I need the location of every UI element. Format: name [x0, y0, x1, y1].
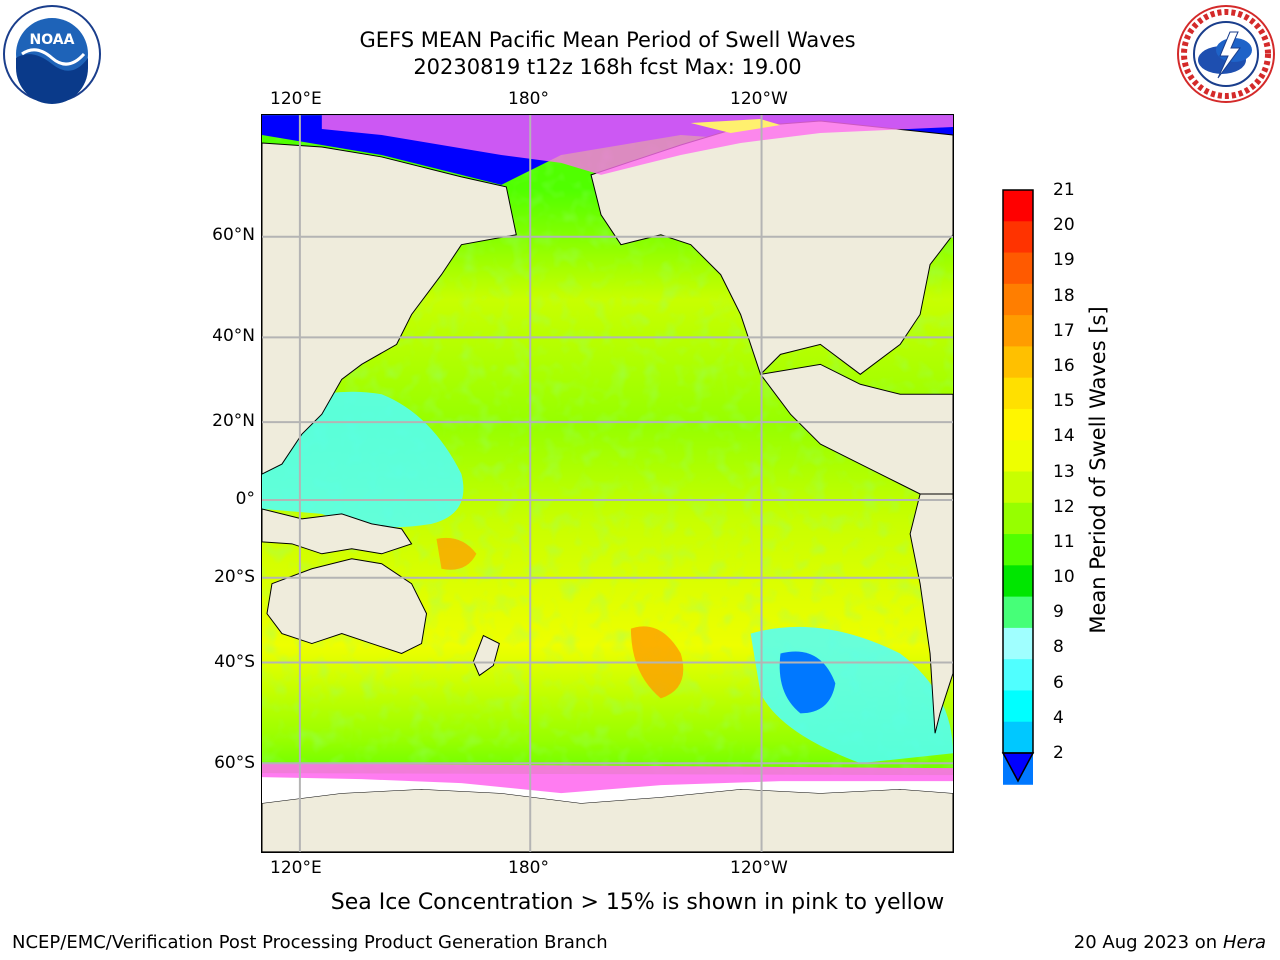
sea-ice-yellow — [690, 119, 781, 134]
colorbar-tick-label: 20 — [1053, 215, 1075, 236]
swell-period-map — [261, 114, 954, 853]
footer-date: 20 Aug 2023 on Hera — [1074, 932, 1266, 953]
lat-label-20s: 20°S — [214, 567, 255, 587]
lon-label-bottom-120e: 120°E — [270, 858, 322, 878]
sea-ice-south — [262, 763, 953, 794]
colorbar-tick-label: 8 — [1053, 637, 1064, 658]
lat-label-40s: 40°S — [214, 652, 255, 672]
colorbar-tick-label: 12 — [1053, 496, 1075, 517]
chart-title: GEFS MEAN Pacific Mean Period of Swell W… — [359, 28, 856, 52]
lat-label-0: 0° — [235, 489, 255, 509]
colorbar-blocks — [1001, 190, 1035, 785]
colorbar-block — [1003, 440, 1033, 472]
colorbar-tick-label: 2 — [1053, 743, 1064, 763]
nws-logo — [1177, 5, 1275, 103]
colorbar-tick-label: 6 — [1053, 672, 1064, 693]
land-asia — [262, 142, 517, 475]
colorbar-block — [1003, 346, 1033, 379]
footer-credit: NCEP/EMC/Verification Post Processing Pr… — [12, 932, 608, 953]
colorbar-tick-label: 18 — [1053, 285, 1075, 306]
colorbar-block — [1003, 315, 1033, 347]
footer-date-text: 20 Aug 2023 on — [1073, 932, 1218, 953]
lon-label-top-120w: 120°W — [730, 89, 788, 109]
land-australia — [266, 558, 428, 655]
lat-label-60n: 60°N — [212, 225, 255, 245]
colorbar-tick-label: 19 — [1053, 250, 1075, 271]
colorbar-tick-label: 15 — [1053, 391, 1075, 412]
noaa-logo-text: NOAA — [30, 32, 75, 48]
noaa-logo: NOAA — [3, 5, 101, 104]
colorbar-tick-label: 9 — [1053, 602, 1064, 623]
graticule — [262, 115, 953, 852]
lon-label-top-180: 180° — [508, 89, 549, 109]
colorbar-tick-label: 10 — [1053, 567, 1075, 588]
lon-label-bottom-120w: 120°W — [730, 858, 788, 878]
colorbar-block — [1003, 690, 1033, 723]
colorbar-block — [1003, 252, 1033, 285]
sea-ice-north — [321, 115, 953, 175]
colorbar-block — [1003, 502, 1033, 535]
colorbar-frame — [1002, 189, 1034, 754]
colorbar-block — [1003, 221, 1033, 254]
colorbar-block — [1003, 534, 1033, 566]
lat-label-40n: 40°N — [212, 326, 255, 346]
colorbar-block — [1003, 408, 1033, 441]
colorbar-block — [1003, 721, 1033, 754]
colorbar-block — [1003, 596, 1033, 629]
orange-patch-west — [436, 537, 477, 570]
colorbar-block — [1003, 283, 1033, 316]
colorbar-label: Mean Period of Swell Waves [s] — [1086, 306, 1110, 634]
colorbar-tick-label: 13 — [1053, 461, 1075, 482]
lon-label-top-120e: 120°E — [270, 89, 322, 109]
east-pacific-deep-low — [779, 651, 836, 714]
colorbar-block — [1003, 471, 1033, 504]
colorbar-block — [1003, 659, 1033, 691]
colorbar-block — [1003, 190, 1033, 222]
colorbar-block — [1003, 627, 1033, 660]
colorbar-tick-label: 17 — [1053, 320, 1075, 341]
colorbar-block — [1003, 377, 1033, 410]
footer-host: Hera — [1222, 932, 1266, 953]
land-south-america — [909, 493, 953, 734]
colorbar-tick-label: 4 — [1053, 707, 1064, 728]
colorbar-tick-label: 14 — [1053, 426, 1075, 447]
colorbar-tick-label: 11 — [1053, 531, 1075, 552]
chart-subtitle: 20230819 t12z 168h fcst Max: 19.00 — [413, 55, 802, 79]
west-pacific-low-period — [262, 391, 464, 528]
colorbar-block — [1003, 565, 1033, 598]
colorbar-tick-label: 21 — [1053, 180, 1075, 200]
lat-label-60s: 60°S — [214, 753, 255, 773]
colorbar-tick-label: 16 — [1053, 355, 1075, 376]
sea-ice-note: Sea Ice Concentration > 15% is shown in … — [330, 890, 945, 915]
colorbar — [1001, 189, 1035, 785]
lon-label-bottom-180: 180° — [508, 858, 549, 878]
land-new-zealand — [472, 634, 500, 677]
lat-label-20n: 20°N — [212, 411, 255, 431]
